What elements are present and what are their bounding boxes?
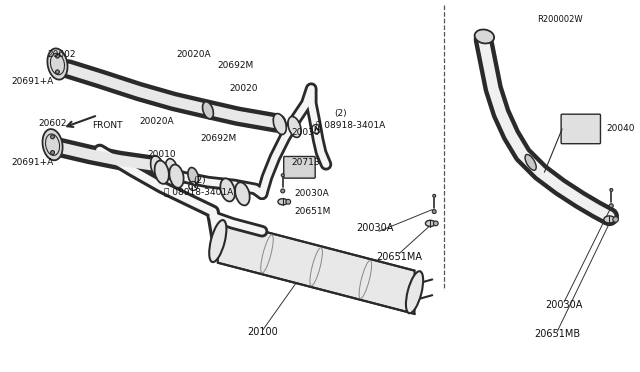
Ellipse shape <box>288 116 301 137</box>
Text: 20692M: 20692M <box>200 134 236 143</box>
Ellipse shape <box>426 220 435 227</box>
Text: 20602: 20602 <box>39 119 67 128</box>
Ellipse shape <box>281 189 285 193</box>
Ellipse shape <box>610 189 612 192</box>
Ellipse shape <box>150 155 163 177</box>
Ellipse shape <box>42 129 63 160</box>
Ellipse shape <box>209 220 227 262</box>
Ellipse shape <box>604 216 615 223</box>
Ellipse shape <box>170 164 184 188</box>
Ellipse shape <box>202 102 213 119</box>
Ellipse shape <box>56 70 60 74</box>
Text: 20020A: 20020A <box>177 50 211 59</box>
Text: 20010: 20010 <box>147 150 175 159</box>
Text: 20692M: 20692M <box>218 61 254 70</box>
Ellipse shape <box>155 161 169 184</box>
Ellipse shape <box>47 48 68 80</box>
FancyBboxPatch shape <box>284 157 315 178</box>
Text: R200002W: R200002W <box>538 15 583 24</box>
Text: 20030: 20030 <box>292 128 320 137</box>
Ellipse shape <box>51 135 54 139</box>
Text: 20020: 20020 <box>230 84 258 93</box>
Ellipse shape <box>433 221 438 226</box>
Text: 20030A: 20030A <box>545 300 583 310</box>
Text: 20651MA: 20651MA <box>376 252 422 262</box>
Ellipse shape <box>56 54 60 58</box>
Text: (2): (2) <box>334 109 346 118</box>
Text: 20040: 20040 <box>606 125 635 134</box>
Text: N: N <box>313 126 319 132</box>
Ellipse shape <box>165 158 178 180</box>
Text: 20602: 20602 <box>47 50 76 59</box>
Ellipse shape <box>188 167 198 185</box>
Text: 20651MB: 20651MB <box>534 328 580 339</box>
Ellipse shape <box>278 199 287 205</box>
FancyBboxPatch shape <box>561 114 600 144</box>
Text: 20100: 20100 <box>248 327 278 337</box>
Ellipse shape <box>273 113 286 135</box>
Ellipse shape <box>432 209 436 214</box>
Text: N: N <box>190 183 196 189</box>
Text: FRONT: FRONT <box>92 121 122 129</box>
Ellipse shape <box>406 271 423 313</box>
Ellipse shape <box>220 179 235 202</box>
Polygon shape <box>218 219 415 314</box>
Text: 20651M: 20651M <box>294 207 331 216</box>
Ellipse shape <box>525 154 536 170</box>
Text: 20713: 20713 <box>292 158 320 167</box>
Text: 20030A: 20030A <box>294 189 330 198</box>
Text: ⓝ 08918-3401A: ⓝ 08918-3401A <box>316 121 385 129</box>
Text: 20020A: 20020A <box>139 116 173 126</box>
Ellipse shape <box>281 174 284 177</box>
Ellipse shape <box>609 204 613 208</box>
Text: ⓝ 08918-3401A: ⓝ 08918-3401A <box>164 187 233 196</box>
Text: (2): (2) <box>193 176 206 185</box>
Text: 20030A: 20030A <box>356 223 394 233</box>
Ellipse shape <box>235 182 250 205</box>
Text: 20691+A: 20691+A <box>12 158 54 167</box>
Text: 20691+A: 20691+A <box>12 77 54 86</box>
Ellipse shape <box>51 151 54 154</box>
Ellipse shape <box>475 29 494 44</box>
Ellipse shape <box>286 199 291 204</box>
Ellipse shape <box>613 217 618 222</box>
Ellipse shape <box>433 194 436 197</box>
